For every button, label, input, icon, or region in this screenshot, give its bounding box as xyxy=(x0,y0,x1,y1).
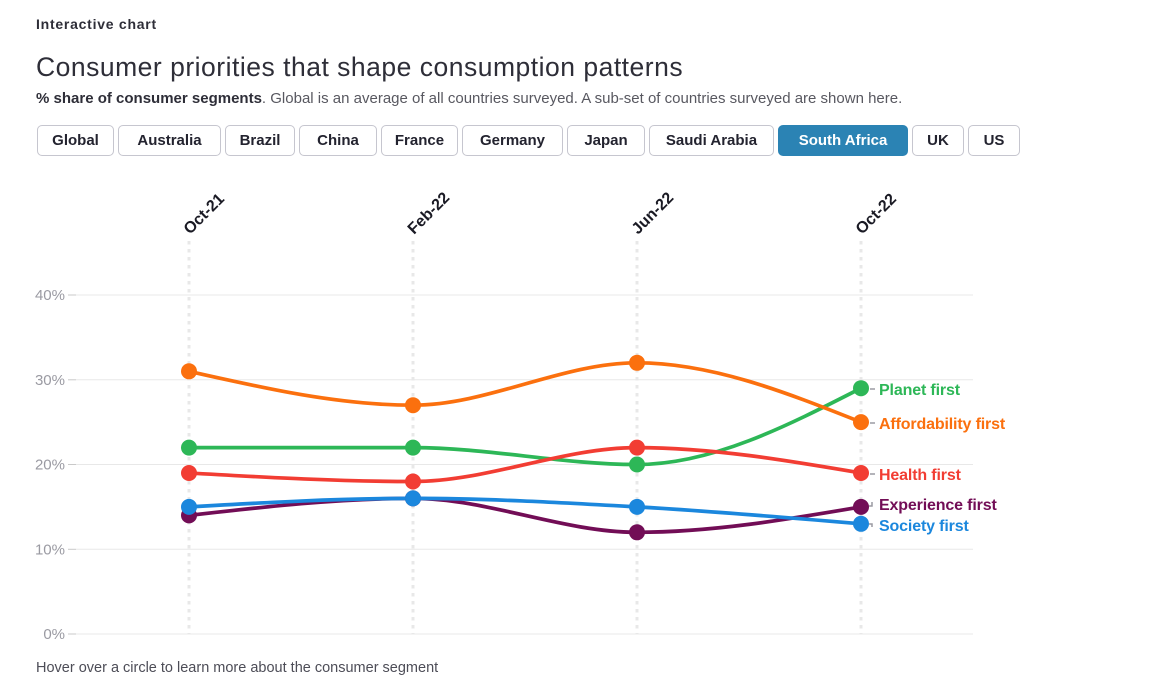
svg-text:Health first: Health first xyxy=(879,467,962,484)
svg-text:40%: 40% xyxy=(35,287,65,304)
svg-text:Society first: Society first xyxy=(879,518,969,535)
svg-text:Oct-22: Oct-22 xyxy=(853,191,900,238)
svg-text:0%: 0% xyxy=(43,626,65,643)
svg-text:20%: 20% xyxy=(35,457,65,474)
svg-text:Oct-21: Oct-21 xyxy=(181,191,228,238)
svg-text:30%: 30% xyxy=(35,372,65,389)
svg-text:10%: 10% xyxy=(35,541,65,558)
svg-text:Jun-22: Jun-22 xyxy=(629,189,678,238)
svg-text:Planet first: Planet first xyxy=(879,382,961,399)
svg-text:Experience first: Experience first xyxy=(879,497,997,514)
svg-text:Affordability first: Affordability first xyxy=(879,416,1006,433)
svg-text:Feb-22: Feb-22 xyxy=(405,189,454,238)
